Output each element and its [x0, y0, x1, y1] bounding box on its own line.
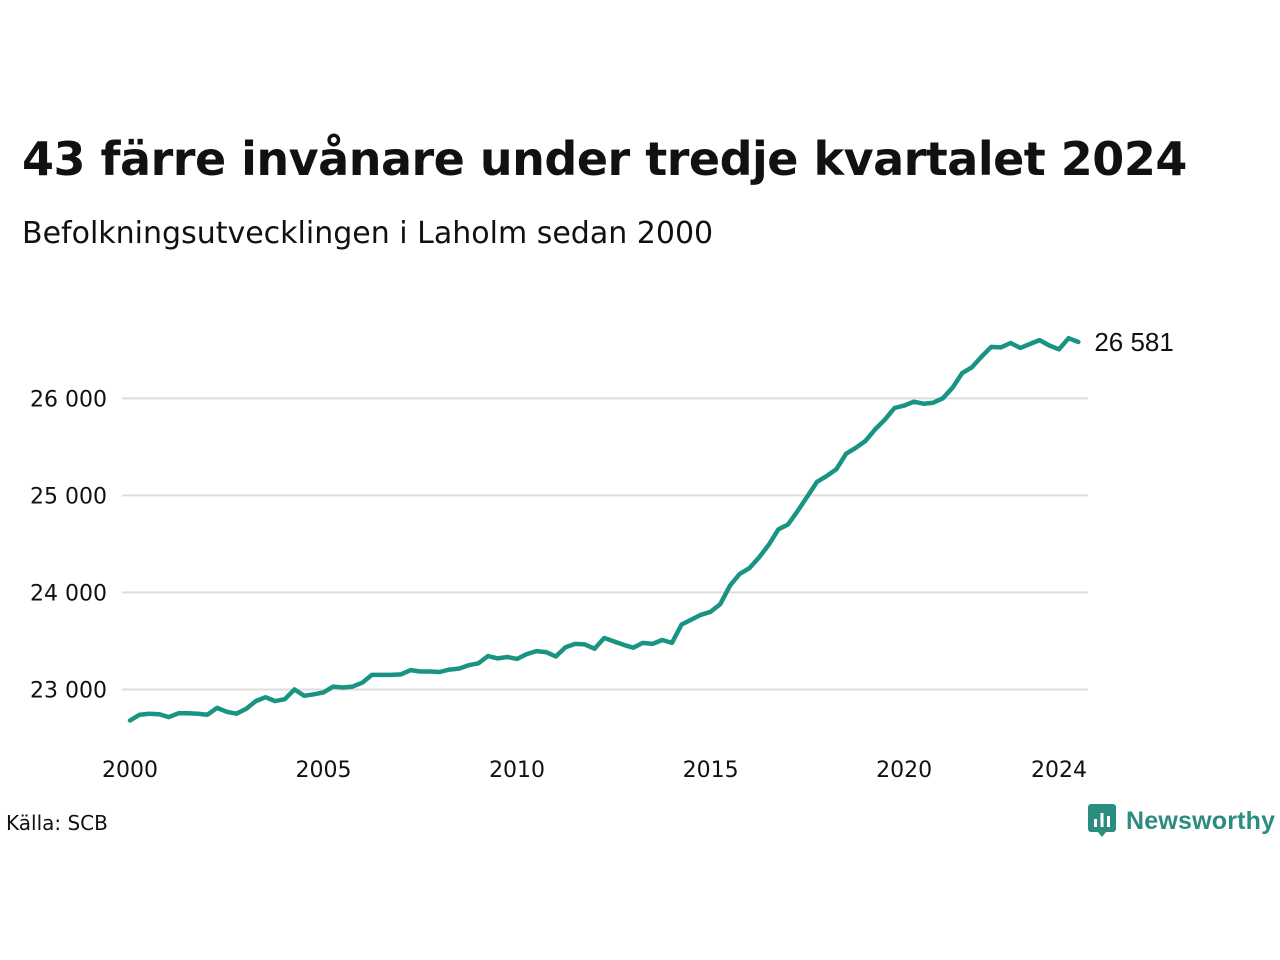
y-tick-label: 23 000	[30, 678, 107, 703]
end-value-label: 26 581	[1094, 327, 1174, 357]
source-note: Källa: SCB	[6, 811, 108, 835]
x-tick-label: 2005	[296, 758, 352, 783]
chart-subtitle: Befolkningsutvecklingen i Laholm sedan 2…	[22, 216, 714, 251]
x-tick-label: 2024	[1031, 758, 1087, 783]
y-tick-label: 26 000	[30, 387, 107, 412]
end-value-label-layer: 26 581	[1094, 327, 1174, 357]
chart-title: 43 färre invånare under tredje kvartalet…	[22, 132, 1187, 186]
y-axis-tick-labels: 23 000 24 000 25 000 26 000	[30, 387, 107, 703]
brand-name: Newsworthy	[1126, 806, 1276, 835]
x-tick-label: 2010	[489, 758, 545, 783]
series-line-population	[127, 335, 1081, 723]
series-layer	[127, 335, 1081, 723]
x-tick-label: 2015	[683, 758, 739, 783]
y-tick-label: 25 000	[30, 484, 107, 509]
grid-lines	[122, 397, 1088, 691]
x-axis-tick-labels: 2000 2005 2010 2015 2020 2024	[102, 758, 1087, 783]
brand-logo: Newsworthy	[1088, 804, 1275, 838]
y-tick-label: 24 000	[30, 581, 107, 606]
x-tick-label: 2000	[102, 758, 158, 783]
newsworthy-logo-icon	[1088, 804, 1116, 837]
x-tick-label: 2020	[876, 758, 932, 783]
